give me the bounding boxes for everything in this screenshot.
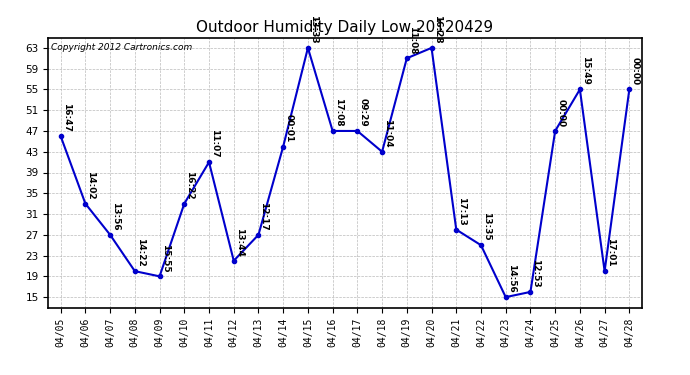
Title: Outdoor Humidity Daily Low 20120429: Outdoor Humidity Daily Low 20120429 [197, 20, 493, 35]
Text: 14:02: 14:02 [86, 171, 95, 200]
Text: 16:22: 16:22 [186, 171, 195, 200]
Text: 00:00: 00:00 [556, 99, 565, 127]
Text: 13:56: 13:56 [111, 202, 120, 231]
Text: 13:44: 13:44 [235, 228, 244, 256]
Text: 12:17: 12:17 [259, 202, 268, 231]
Text: 17:13: 17:13 [457, 197, 466, 225]
Text: 15:55: 15:55 [161, 243, 170, 272]
Text: 17:01: 17:01 [606, 238, 615, 267]
Text: 00:01: 00:01 [284, 114, 293, 142]
Text: 16:28: 16:28 [433, 15, 442, 44]
Text: 15:49: 15:49 [581, 56, 590, 85]
Text: 11:04: 11:04 [383, 119, 392, 148]
Text: 11:08: 11:08 [408, 26, 417, 54]
Text: 11:07: 11:07 [210, 129, 219, 158]
Text: 13:33: 13:33 [309, 15, 318, 44]
Text: 13:35: 13:35 [482, 212, 491, 241]
Text: Copyright 2012 Cartronics.com: Copyright 2012 Cartronics.com [51, 43, 193, 52]
Text: 14:22: 14:22 [136, 238, 145, 267]
Text: 12:53: 12:53 [531, 259, 540, 288]
Text: 14:56: 14:56 [506, 264, 515, 293]
Text: 17:08: 17:08 [334, 98, 343, 127]
Text: 09:29: 09:29 [358, 98, 367, 127]
Text: 16:47: 16:47 [61, 103, 70, 132]
Text: 00:00: 00:00 [631, 57, 640, 85]
